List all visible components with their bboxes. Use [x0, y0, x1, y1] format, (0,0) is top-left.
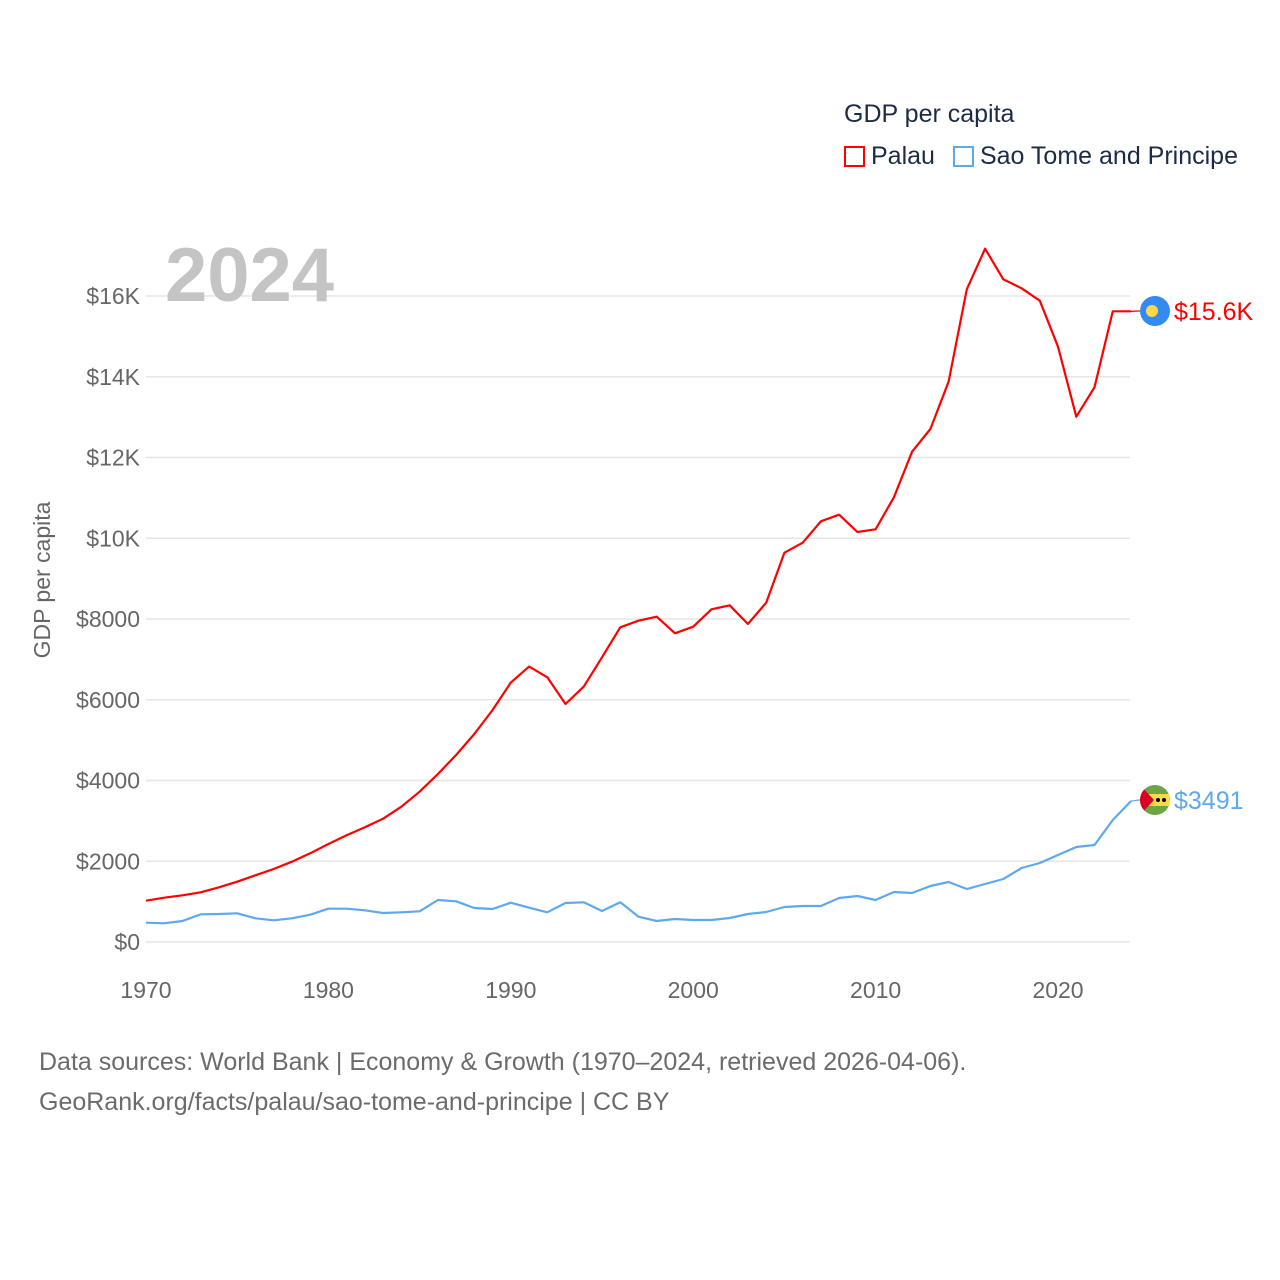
flag-star	[1162, 798, 1166, 802]
y-tick-label: $12K	[86, 445, 140, 471]
y-tick-label: $6000	[76, 687, 140, 713]
series-lines	[145, 247, 1132, 925]
series-line-sao-tome	[145, 800, 1132, 925]
y-axis-label: GDP per capita	[29, 501, 55, 658]
legend-item-sao-tome[interactable]: Sao Tome and Principe	[952, 142, 1238, 171]
x-tick-label: 1980	[303, 977, 354, 1003]
y-tick-label: $10K	[86, 525, 140, 551]
palau-flag-disc	[1146, 305, 1158, 317]
footer-line-sources: Data sources: World Bank | Economy & Gro…	[39, 1048, 967, 1076]
sao-tome-flag-icon	[1140, 785, 1170, 815]
end-value-label: $3491	[1174, 787, 1244, 815]
legend-title: GDP per capita	[844, 100, 1015, 128]
legend-swatch-sao-tome	[952, 146, 974, 167]
series-line-palau	[145, 247, 1131, 902]
legend-swatch-palau	[844, 146, 865, 167]
end-value-label: $15.6K	[1174, 298, 1254, 326]
footer-line-url: GeoRank.org/facts/palau/sao-tome-and-pri…	[39, 1088, 670, 1116]
flag-red-triangle	[1140, 785, 1154, 815]
y-tick-label: $8000	[76, 606, 140, 632]
x-axis-ticks: 1970 1980 1990 2000 2010 2020	[120, 977, 1083, 1003]
y-tick-label: $2000	[76, 848, 140, 874]
x-tick-label: 1990	[485, 977, 536, 1003]
x-tick-label: 2010	[850, 977, 901, 1003]
flag-star	[1156, 798, 1160, 802]
end-connector	[1130, 799, 1141, 802]
y-tick-label: $14K	[86, 364, 140, 390]
y-tick-label: $0	[114, 929, 140, 955]
legend-label: Palau	[871, 142, 935, 170]
y-tick-label: $4000	[76, 768, 140, 794]
y-tick-label: $16K	[86, 283, 140, 309]
x-tick-label: 1970	[120, 977, 171, 1003]
legend: Palau Sao Tome and Principe	[844, 142, 1238, 171]
y-axis-ticks: $0 $2000 $4000 $6000 $8000 $10K $12K $14K $16K	[76, 283, 141, 955]
year-watermark: 2024	[165, 233, 335, 318]
flag-body	[1140, 785, 1170, 815]
series-end-labels: $15.6K $3491	[1130, 296, 1254, 815]
footer-sources: Data sources: World Bank | Economy & Gro…	[39, 1042, 966, 1122]
legend-label: Sao Tome and Principe	[979, 142, 1238, 170]
x-tick-label: 2020	[1032, 977, 1083, 1003]
x-tick-label: 2000	[668, 977, 719, 1003]
grid-lines	[146, 295, 1130, 943]
legend-item-palau[interactable]: Palau	[844, 142, 935, 171]
